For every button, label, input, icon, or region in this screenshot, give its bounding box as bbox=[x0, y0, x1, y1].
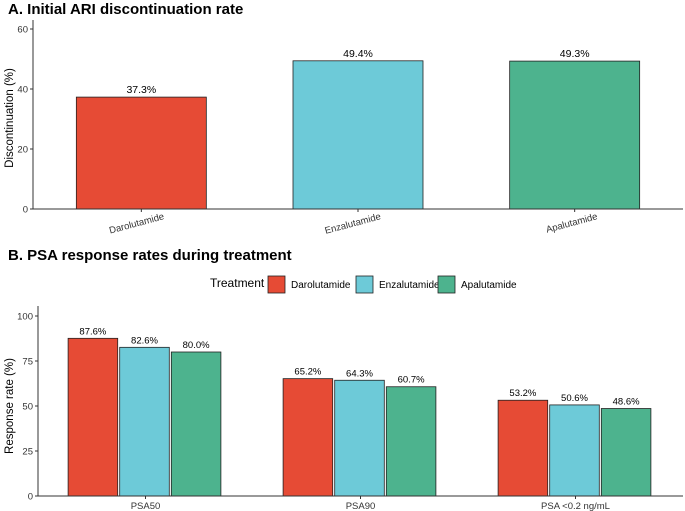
x-tick-label: Enzalutamide bbox=[324, 211, 382, 237]
bar-apalutamide bbox=[509, 60, 641, 210]
panel-a-y-ticks: 0 20 40 60 bbox=[17, 25, 33, 216]
panel-a-y-axis-label: Discontinuation (%) bbox=[4, 68, 16, 168]
bar-enzalutamide bbox=[119, 346, 170, 497]
x-tick-label: PSA <0.2 ng/mL bbox=[541, 501, 610, 511]
panel-a-x-ticks: Darolutamide Enzalutamide Apalutamide bbox=[108, 209, 599, 237]
x-tick-label: PSA50 bbox=[131, 501, 161, 511]
legend-key-darolutamide bbox=[267, 275, 286, 294]
data-label: 65.2% bbox=[294, 367, 321, 378]
y-tick-label: 25 bbox=[22, 447, 33, 458]
data-label: 87.6% bbox=[79, 326, 106, 337]
x-tick-label: PSA90 bbox=[346, 501, 376, 511]
y-tick-label: 0 bbox=[28, 492, 33, 503]
data-label: 64.3% bbox=[346, 368, 373, 379]
panel-b: B. PSA response rates during treatment T… bbox=[4, 247, 683, 511]
panel-a-bars bbox=[75, 60, 641, 210]
bar-enzalutamide bbox=[334, 379, 385, 497]
data-label: 82.6% bbox=[131, 335, 158, 346]
legend-key-apalutamide bbox=[437, 275, 456, 294]
x-tick-label: Darolutamide bbox=[108, 211, 165, 236]
bar-enzalutamide bbox=[292, 60, 424, 210]
panel-a-data-labels: 37.3% 49.4% 49.3% bbox=[126, 48, 589, 96]
legend-title: Treatment bbox=[210, 276, 265, 290]
bar-enzalutamide bbox=[549, 404, 600, 497]
bar-apalutamide bbox=[170, 351, 222, 497]
legend-label: Darolutamide bbox=[291, 280, 351, 291]
bar-apalutamide bbox=[600, 408, 652, 497]
data-label: 49.3% bbox=[560, 48, 590, 60]
panel-a-title: A. Initial ARI discontinuation rate bbox=[8, 1, 243, 18]
data-label: 53.2% bbox=[509, 388, 536, 399]
y-tick-label: 0 bbox=[23, 205, 28, 216]
y-tick-label: 100 bbox=[17, 312, 33, 323]
data-label: 48.6% bbox=[613, 397, 640, 408]
legend-key-enzalutamide bbox=[355, 275, 374, 294]
panel-b-bars bbox=[67, 337, 652, 497]
y-tick-label: 60 bbox=[17, 25, 28, 36]
bar-darolutamide bbox=[75, 96, 207, 210]
panel-b-x-ticks: PSA50 PSA90 PSA <0.2 ng/mL bbox=[131, 496, 610, 511]
data-label: 37.3% bbox=[126, 84, 156, 96]
y-tick-label: 50 bbox=[22, 402, 33, 413]
panel-b-data-labels: 87.6% 82.6% 80.0% 65.2% 64.3% 60.7% 53.2% 50.6%… bbox=[79, 326, 640, 407]
y-tick-label: 20 bbox=[17, 145, 28, 156]
data-label: 49.4% bbox=[343, 48, 373, 60]
x-tick-label: Apalutamide bbox=[545, 211, 599, 235]
bar-darolutamide bbox=[67, 337, 119, 497]
data-label: 60.7% bbox=[398, 375, 425, 386]
legend-label: Apalutamide bbox=[461, 280, 517, 291]
bar-darolutamide bbox=[282, 378, 334, 497]
legend: Treatment Darolutamide Enzalutamide Apalut… bbox=[210, 275, 517, 294]
y-tick-label: 75 bbox=[22, 357, 33, 368]
y-tick-label: 40 bbox=[17, 85, 28, 96]
bar-darolutamide bbox=[497, 399, 549, 497]
legend-label: Enzalutamide bbox=[379, 280, 440, 291]
panel-b-y-axis-label: Response rate (%) bbox=[4, 358, 16, 454]
bar-apalutamide bbox=[385, 386, 437, 497]
panel-b-title: B. PSA response rates during treatment bbox=[8, 247, 292, 264]
panel-b-y-ticks: 0 25 50 75 100 bbox=[17, 312, 38, 503]
panel-a: A. Initial ARI discontinuation rate Disc… bbox=[4, 1, 683, 237]
data-label: 50.6% bbox=[561, 393, 588, 404]
data-label: 80.0% bbox=[183, 340, 210, 351]
